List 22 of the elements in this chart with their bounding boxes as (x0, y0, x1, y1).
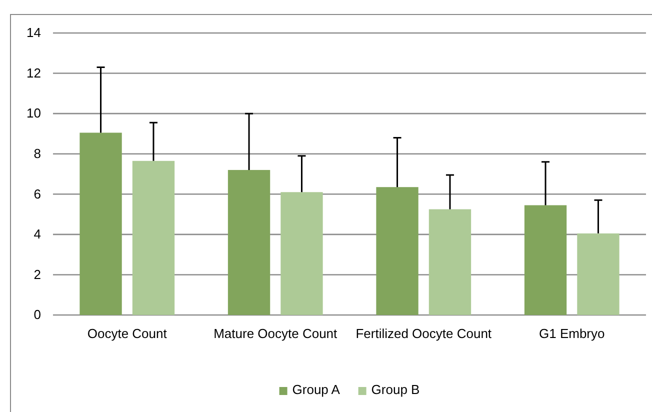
x-tick-label: Oocyte Count (87, 326, 168, 342)
legend-label: Group A (292, 382, 340, 397)
y-tick-label: 8 (34, 146, 41, 162)
bar (376, 187, 418, 315)
y-tick-label: 2 (34, 266, 41, 282)
y-tick-label: 6 (34, 186, 41, 202)
y-tick-label: 10 (26, 106, 41, 121)
bar (577, 233, 620, 315)
x-tick-label: G1 Embryo (539, 326, 605, 342)
y-tick-label: 14 (26, 25, 41, 40)
x-tick-label: Mature Oocyte Count (214, 326, 338, 342)
bar (428, 209, 472, 315)
y-tick-label: 4 (34, 226, 41, 242)
bar (280, 192, 323, 315)
y-tick-label: 12 (26, 65, 41, 80)
bar (524, 205, 567, 315)
bar (132, 160, 175, 315)
y-tick-label: 0 (34, 307, 41, 322)
legend-label: Group B (371, 382, 420, 397)
bar (228, 170, 270, 315)
x-tick-label: Fertilized Oocyte Count (356, 326, 492, 342)
bar (80, 132, 122, 315)
